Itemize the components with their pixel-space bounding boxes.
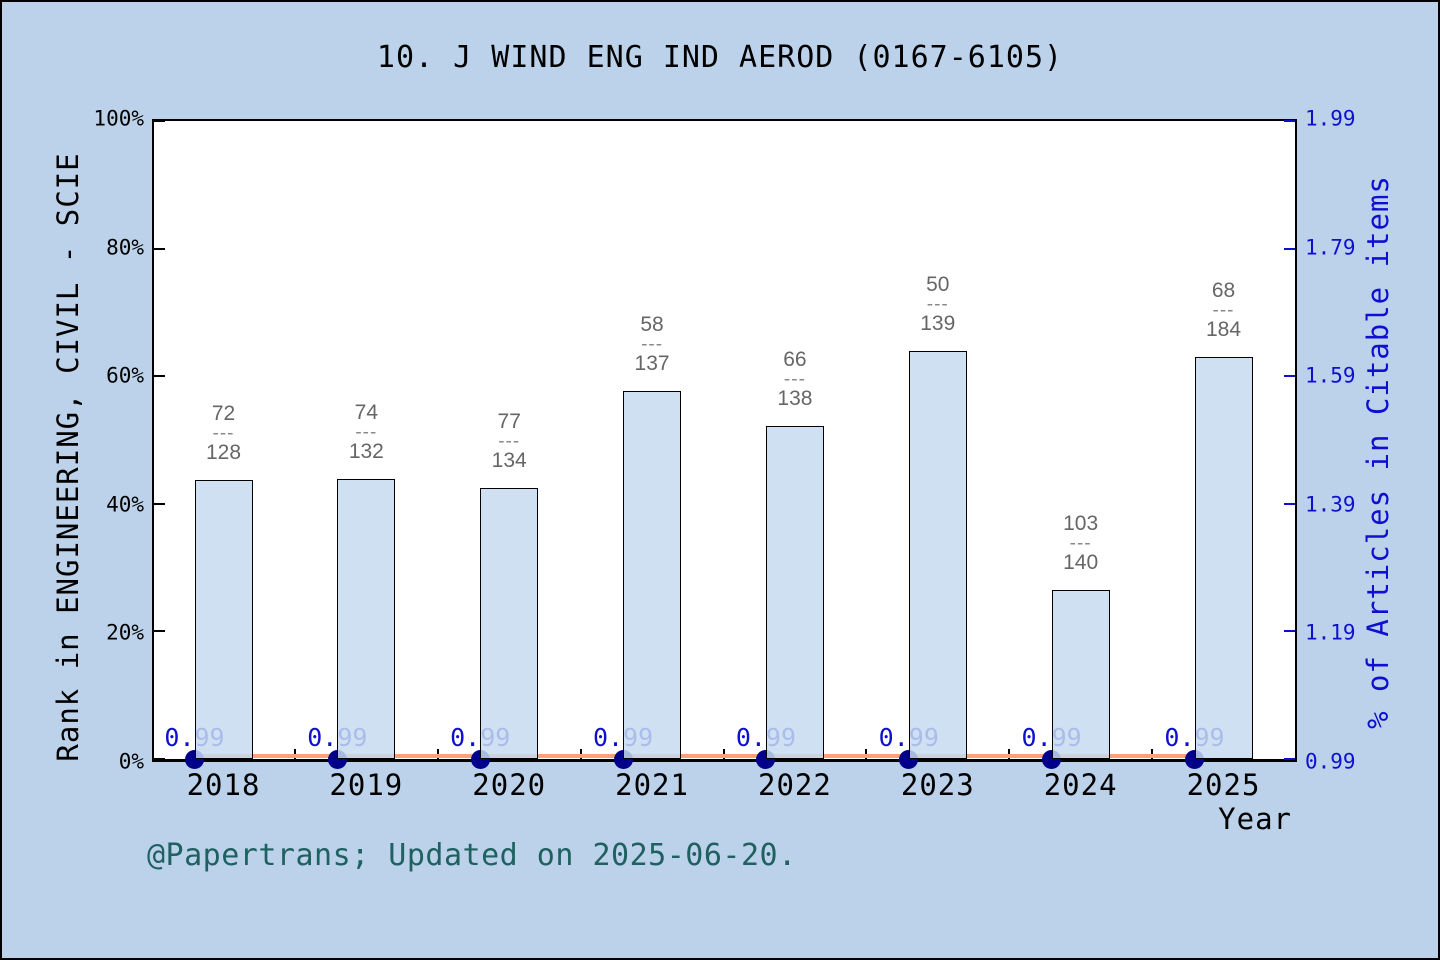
bar bbox=[480, 487, 539, 759]
bar bbox=[765, 426, 824, 759]
x-tick-label: 2024 bbox=[1043, 768, 1118, 802]
bar-fraction-label: 103 --- 140 bbox=[1011, 512, 1151, 575]
bar bbox=[194, 479, 253, 759]
fraction-bar: --- bbox=[212, 422, 235, 444]
x-tick-label: 2023 bbox=[900, 768, 975, 802]
x-axis-title: Year bbox=[1218, 802, 1292, 836]
fraction-numerator: 77 bbox=[497, 409, 521, 433]
right-tick-label: 1.79 bbox=[1305, 235, 1356, 260]
x-tick-labels: 2018 2019 2020 2021 2022 2023 2024 2025 bbox=[2, 768, 1438, 804]
fraction-bar: --- bbox=[926, 293, 949, 315]
fraction-denominator: 132 bbox=[348, 439, 384, 463]
fraction-denominator: 140 bbox=[1063, 551, 1099, 575]
y-tick-label: 100% bbox=[93, 106, 144, 131]
left-tick-labels: 0% 20% 40% 60% 80% 100% bbox=[2, 108, 144, 772]
fraction-numerator: 50 bbox=[926, 272, 950, 296]
bar bbox=[623, 391, 682, 759]
fraction-bar: --- bbox=[641, 334, 664, 356]
y-tick-label: 60% bbox=[106, 363, 144, 388]
fraction-numerator: 72 bbox=[211, 401, 236, 425]
bar bbox=[908, 350, 967, 759]
trend-line bbox=[194, 754, 1195, 758]
right-tick-mark bbox=[1284, 758, 1295, 760]
fraction-bar: --- bbox=[498, 430, 521, 452]
x-tick-label: 2021 bbox=[615, 768, 689, 802]
y-tick-mark bbox=[154, 758, 165, 760]
y-tick-label: 0% bbox=[118, 749, 144, 774]
x-tick-label: 2025 bbox=[1186, 768, 1261, 802]
y-tick-label: 20% bbox=[106, 620, 144, 645]
bar bbox=[1051, 590, 1110, 759]
right-tick-mark bbox=[1284, 502, 1295, 505]
bar-fraction-label: 72 --- 128 bbox=[154, 402, 294, 465]
fraction-bar: --- bbox=[1069, 533, 1092, 555]
fraction-bar: --- bbox=[1212, 299, 1235, 321]
x-tick-label: 2022 bbox=[758, 768, 832, 802]
fraction-denominator: 134 bbox=[491, 448, 527, 472]
right-tick-label: 1.59 bbox=[1305, 363, 1356, 388]
bar-fraction-label: 58 --- 137 bbox=[582, 313, 722, 376]
chart-title: 10. J WIND ENG IND AEROD (0167-6105) bbox=[376, 40, 1064, 75]
right-tick-mark bbox=[1284, 375, 1295, 378]
bar-fraction-label: 74 --- 132 bbox=[296, 401, 436, 464]
y-tick-mark bbox=[154, 120, 165, 122]
y-tick-label: 40% bbox=[106, 492, 144, 517]
right-tick-labels: 0.99 1.19 1.39 1.59 1.79 1.99 bbox=[1301, 108, 1438, 772]
bar bbox=[1194, 356, 1253, 759]
x-tick-label: 2020 bbox=[472, 768, 547, 802]
right-tick-label: 1.39 bbox=[1305, 492, 1356, 517]
x-tick-label: 2018 bbox=[186, 768, 261, 802]
fraction-bar: --- bbox=[355, 421, 378, 443]
bar-fraction-label: 66 --- 138 bbox=[725, 348, 865, 411]
y-tick-label: 80% bbox=[106, 235, 144, 260]
y-tick-mark bbox=[154, 375, 165, 378]
y-tick-mark bbox=[154, 502, 165, 505]
watermark-text: @Papertrans; Updated on 2025-06-20. bbox=[147, 838, 797, 873]
right-tick-label: 1.19 bbox=[1305, 620, 1356, 645]
bar-fraction-label: 77 --- 134 bbox=[439, 410, 579, 473]
right-tick-mark bbox=[1284, 120, 1295, 122]
right-tick-label: 1.99 bbox=[1305, 106, 1356, 131]
right-tick-mark bbox=[1284, 247, 1295, 250]
fraction-numerator: 68 bbox=[1211, 278, 1236, 302]
fraction-denominator: 138 bbox=[777, 387, 813, 411]
fraction-denominator: 128 bbox=[205, 440, 242, 464]
plot-area: 0.9972---1280.9974---1320.9977---1340.99… bbox=[152, 119, 1297, 769]
fraction-numerator: 58 bbox=[640, 313, 664, 337]
fraction-numerator: 74 bbox=[354, 400, 379, 424]
x-tick-label: 2019 bbox=[329, 768, 404, 802]
y-tick-mark bbox=[154, 630, 165, 633]
bar bbox=[337, 478, 396, 759]
fraction-bar: --- bbox=[783, 369, 806, 391]
fraction-numerator: 66 bbox=[783, 348, 807, 372]
fraction-denominator: 139 bbox=[920, 311, 956, 335]
fraction-numerator: 103 bbox=[1063, 512, 1099, 536]
y-tick-mark bbox=[154, 247, 165, 250]
fraction-denominator: 137 bbox=[634, 352, 670, 376]
bar-fraction-label: 50 --- 139 bbox=[868, 273, 1008, 336]
right-tick-mark bbox=[1284, 630, 1295, 633]
bar-fraction-label: 68 --- 184 bbox=[1154, 279, 1294, 342]
fraction-denominator: 184 bbox=[1205, 317, 1242, 341]
right-tick-label: 0.99 bbox=[1305, 749, 1356, 774]
